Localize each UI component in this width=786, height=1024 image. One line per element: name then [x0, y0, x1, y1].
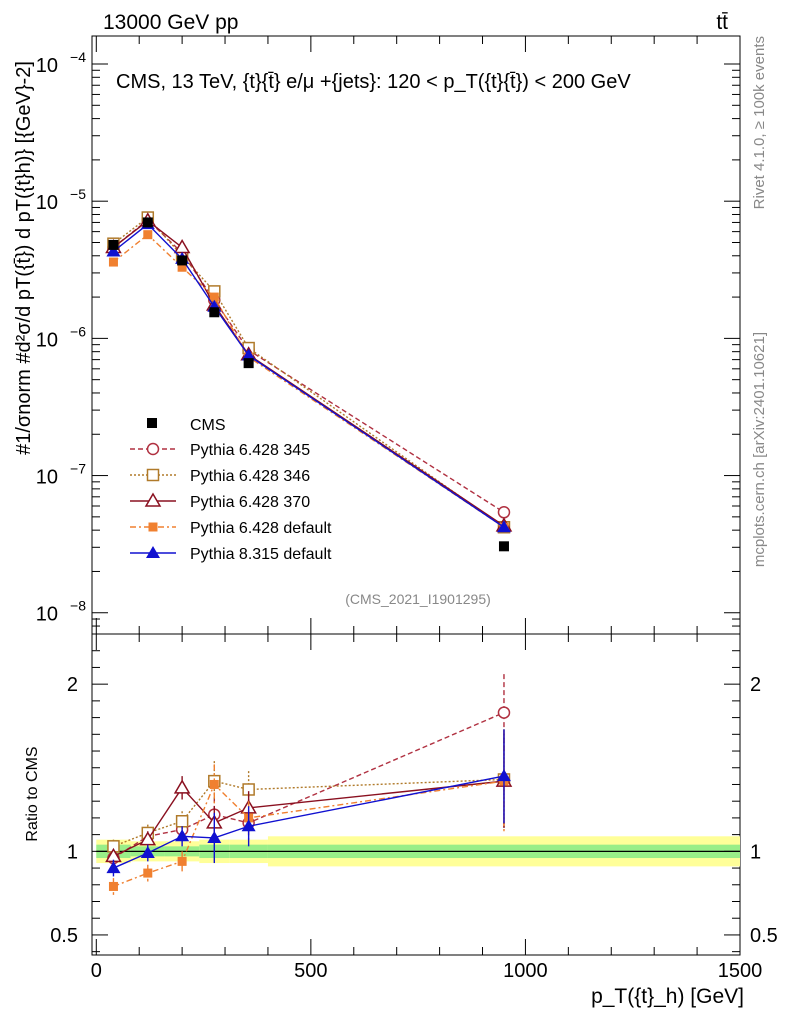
- series-point: [497, 506, 511, 519]
- series-point: [108, 257, 118, 267]
- ratio-point: [496, 769, 511, 782]
- main-frame: [91, 35, 741, 635]
- legend-label: Pythia 8.315 default: [190, 546, 332, 563]
- header-final-state: tt̄: [716, 11, 728, 34]
- legend-label: CMS: [190, 417, 226, 434]
- y-tick-label: 10: [36, 192, 58, 214]
- mcplots-reference: mcplots.cern.ch [arXiv:2401.10621]: [751, 332, 768, 567]
- ratio-point: [209, 779, 219, 789]
- data-point: [243, 358, 254, 369]
- legend-marker: [146, 546, 160, 558]
- ratio-point: [143, 868, 153, 878]
- ratio-tick-label: 1: [67, 841, 78, 863]
- x-axis: 0 500 1000 1500: [91, 960, 763, 982]
- ratio-tick-label-right: 2: [750, 674, 761, 696]
- legend: CMS Pythia 6.428 345 Pythia 6.428 346 Pythi…: [130, 417, 332, 563]
- header-process: 13000 GeV pp: [103, 11, 238, 34]
- main-panel: 10 −4 10 −5 10 −6 10 −7 10 −8 CMS, 13 TeV, {t}{t̄…: [36, 35, 741, 635]
- ratio-point: [139, 831, 157, 846]
- legend-label: Pythia 6.428 345: [190, 442, 310, 459]
- series-point: [106, 244, 121, 257]
- data-point: [209, 307, 220, 318]
- chart-title: CMS, 13 TeV, {t}{t̄} e/μ +{jets}: 120 < …: [116, 71, 631, 93]
- ratio-bands: [96, 836, 740, 867]
- x-tick-label: 1500: [718, 960, 763, 982]
- ratio-line: [113, 780, 505, 888]
- ratio-line: [113, 711, 505, 859]
- data-point: [498, 541, 509, 552]
- y-tick-label: 10: [36, 329, 58, 351]
- ratio-panel: 0.5 0.5 1 1 2 2: [50, 633, 778, 956]
- ratio-point: [207, 830, 222, 843]
- ratio-point: [173, 779, 191, 794]
- legend-marker: [146, 442, 160, 456]
- ratio-point: [497, 706, 511, 719]
- y-axis-label: #1/σnorm #d²σ/d pT({t̄}) d pT({t}h)} [{G…: [13, 61, 35, 455]
- series-point: [209, 292, 219, 302]
- series-point: [241, 348, 256, 361]
- ratio-tick-label: 0.5: [50, 925, 78, 947]
- main-content: [105, 211, 513, 552]
- legend-label: Pythia 6.428 370: [190, 494, 310, 511]
- x-tick-label: 1000: [503, 960, 548, 982]
- ratio-tick-label-right: 1: [750, 841, 761, 863]
- series-point: [496, 520, 511, 533]
- series-point: [143, 230, 153, 240]
- legend-marker: [144, 492, 162, 507]
- y-tick-label: 10: [36, 467, 58, 489]
- ratio-point: [177, 856, 187, 866]
- ratio-y-label: Ratio to CMS: [24, 746, 41, 841]
- ratio-point: [108, 881, 118, 891]
- y-tick-label: 10: [36, 55, 58, 77]
- rivet-version: Rivet 4.1.0, ≥ 100k events: [751, 36, 768, 209]
- data-point: [142, 217, 153, 228]
- y-tick-label: 10: [36, 604, 58, 626]
- data-point: [177, 255, 188, 266]
- x-axis-label: p_T({t}_h) [GeV]: [591, 985, 744, 1008]
- y-tick-exponent: −7: [70, 461, 86, 477]
- ratio-line: [113, 775, 505, 869]
- y-tick-exponent: −6: [70, 323, 86, 339]
- legend-label: Pythia 6.428 346: [190, 468, 310, 485]
- ratio-frame: [91, 633, 741, 956]
- data-point: [108, 239, 119, 250]
- y-tick-exponent: −4: [70, 49, 86, 65]
- x-tick-label: 0: [91, 960, 102, 982]
- legend-label: Pythia 6.428 default: [190, 520, 332, 537]
- legend-marker: [146, 468, 160, 482]
- ratio-point: [140, 846, 155, 859]
- series-point: [177, 262, 187, 272]
- series-line: [113, 216, 505, 528]
- ratio-point: [175, 829, 190, 842]
- y-tick-exponent: −5: [70, 186, 86, 202]
- ratio-content: [105, 674, 513, 895]
- legend-marker: [148, 522, 158, 532]
- legend-marker: [147, 418, 157, 428]
- main-ticks: 10 −4 10 −5 10 −6 10 −7 10 −8: [36, 36, 741, 635]
- ratio-tick-label: 2: [67, 674, 78, 696]
- ratio-point: [241, 819, 256, 832]
- watermark: (CMS_2021_I1901295): [345, 591, 491, 607]
- ratio-ticks: 0.5 0.5 1 1 2 2: [50, 634, 778, 955]
- ratio-point: [175, 815, 189, 828]
- ratio-tick-label-right: 0.5: [750, 925, 778, 947]
- series-point: [173, 238, 191, 254]
- y-tick-exponent: −8: [70, 598, 86, 614]
- x-tick-label: 500: [294, 960, 327, 982]
- ratio-point: [106, 861, 121, 874]
